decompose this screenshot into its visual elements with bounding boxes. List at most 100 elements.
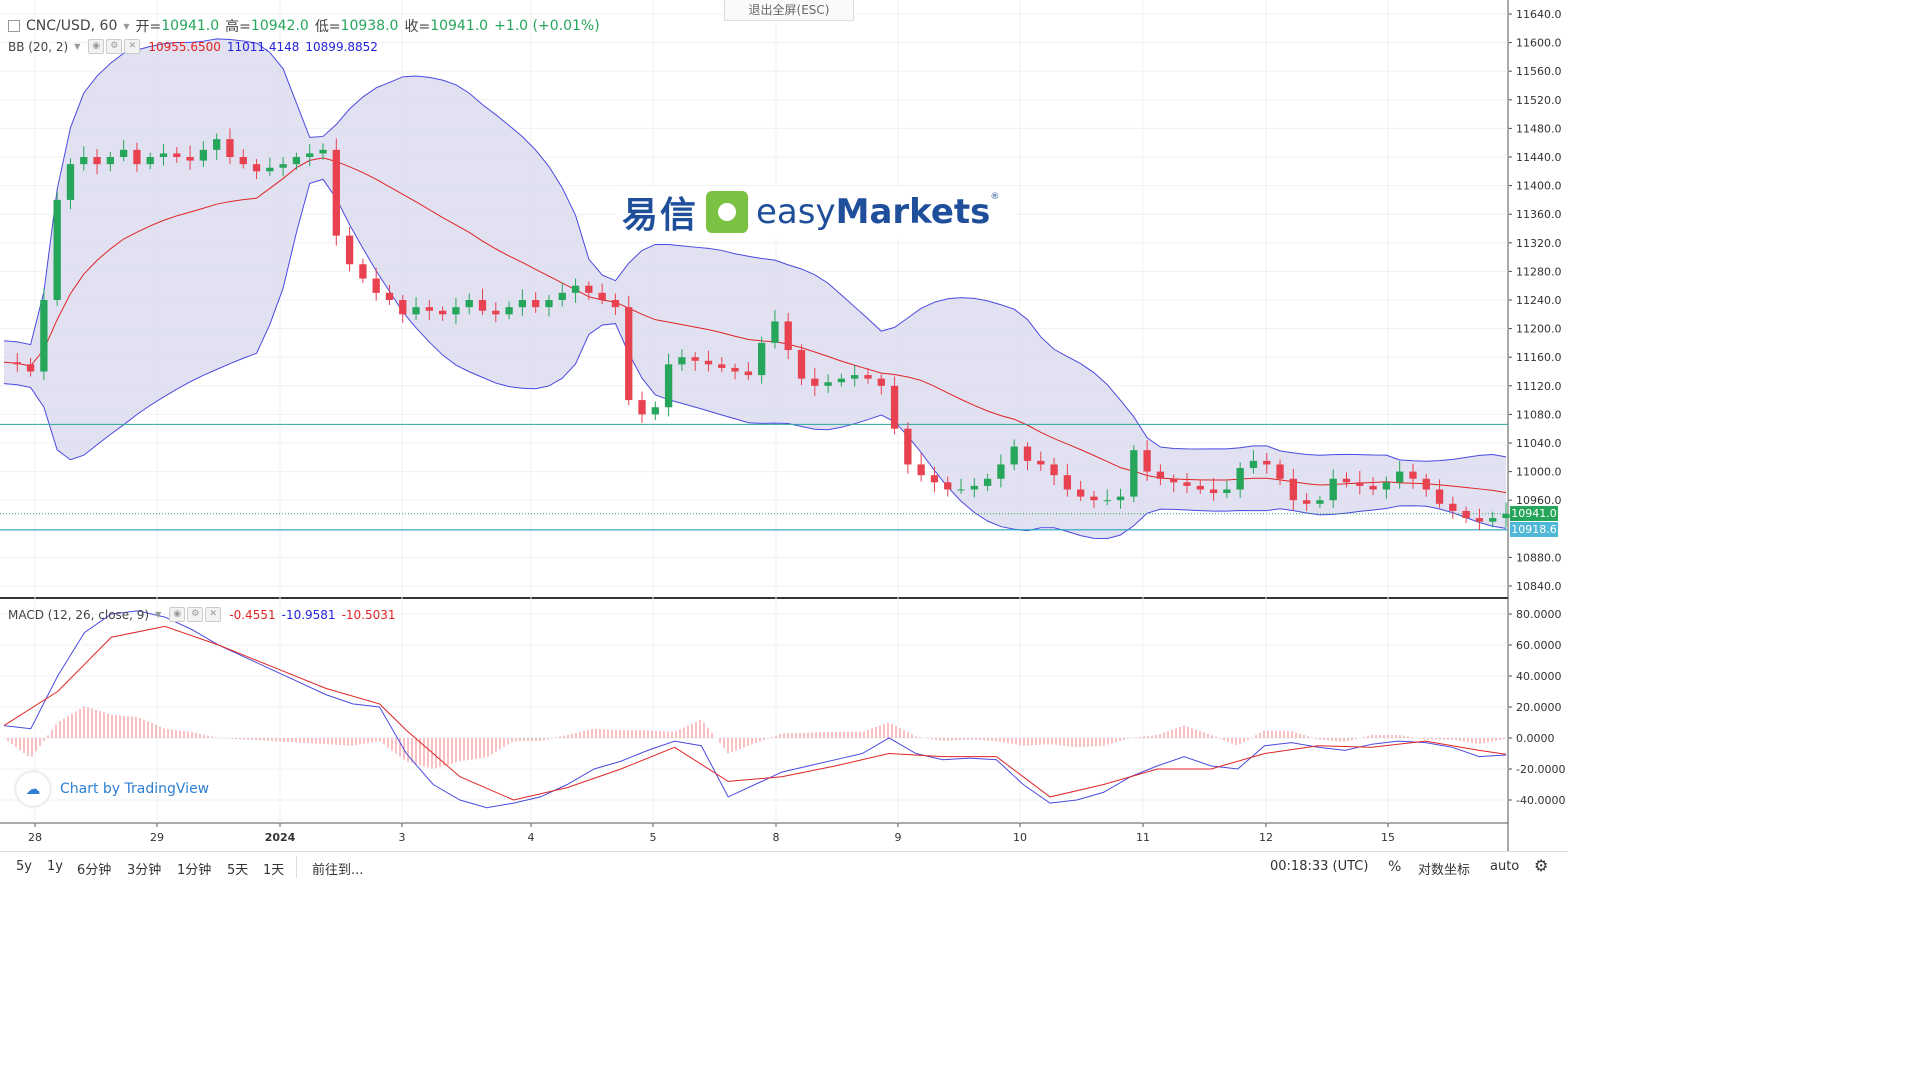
candle-body xyxy=(824,382,832,386)
chart-canvas[interactable]: 11640.011600.011560.011520.011480.011440… xyxy=(0,0,1568,882)
candle-body xyxy=(199,149,208,161)
range-5y-button[interactable]: 5y xyxy=(16,859,32,874)
candle-body xyxy=(1369,485,1377,490)
candle-body xyxy=(385,292,394,300)
attribution-text[interactable]: Chart by TradingView xyxy=(60,781,210,797)
time-axis-label: 3 xyxy=(399,831,406,844)
candle-body xyxy=(492,310,500,315)
eye-icon[interactable]: ◉ xyxy=(88,39,105,54)
eye-icon[interactable]: ◉ xyxy=(169,607,186,622)
candle-body xyxy=(1236,468,1244,490)
level-price-tag: 10918.6 xyxy=(1510,521,1558,537)
candle-body xyxy=(1130,450,1138,497)
candle-body xyxy=(1502,513,1510,519)
price-axis-label: 11280.0 xyxy=(1516,265,1562,278)
candle-body xyxy=(372,278,380,293)
candle-body xyxy=(26,364,35,372)
symbol-collapse-icon[interactable] xyxy=(8,20,20,32)
price-axis-label: 10840.0 xyxy=(1516,580,1562,593)
candle-body xyxy=(611,300,620,308)
settings-icon[interactable]: ⚙ xyxy=(187,607,204,622)
tradingview-attribution[interactable]: ☁ Chart by TradingView xyxy=(16,772,209,806)
range-1min-button[interactable]: 1分钟 xyxy=(177,863,212,878)
candle-body xyxy=(146,157,154,165)
candle-body xyxy=(1329,478,1337,501)
goto-date-button[interactable]: 前往到... xyxy=(312,863,364,878)
macd-axis-label: 0.0000 xyxy=(1516,732,1555,745)
bottom-toolbar: 5y 1y 6分钟 3分钟 1分钟 5天 1天 前往到... 00:18:33 … xyxy=(0,851,1568,883)
settings-icon[interactable]: ⚙ xyxy=(106,39,123,54)
candle-body xyxy=(1356,482,1364,486)
candle-body xyxy=(997,464,1005,479)
macd-axis-label: -40.0000 xyxy=(1516,794,1565,807)
tradingview-cloud-icon[interactable]: ☁ xyxy=(16,772,50,806)
range-1y-button[interactable]: 1y xyxy=(47,859,63,874)
candle-body xyxy=(1037,460,1045,465)
percent-toggle[interactable]: % xyxy=(1388,859,1402,875)
price-axis-label: 11040.0 xyxy=(1516,437,1562,450)
close-label: 收= xyxy=(404,19,431,35)
candle-body xyxy=(757,342,766,376)
range-1d-button[interactable]: 1天 xyxy=(263,863,285,878)
symbol-label[interactable]: CNC/USD, 60 xyxy=(26,18,118,34)
price-axis-label: 11360.0 xyxy=(1516,208,1562,221)
candle-body xyxy=(598,292,606,300)
change-value: +1.0 (+0.01%) xyxy=(494,18,600,34)
candle-body xyxy=(625,307,633,401)
high-value: 10942.0 xyxy=(250,18,309,34)
macd-name[interactable]: MACD (12, 26, close, 9) xyxy=(8,607,150,622)
close-value: 10941.0 xyxy=(430,18,489,34)
candle-body xyxy=(571,285,580,293)
candle-body xyxy=(306,153,314,157)
macd-axis-label: 80.0000 xyxy=(1516,608,1562,621)
price-axis-label: 11120.0 xyxy=(1516,380,1562,393)
bb-lower-value: 10899.8852 xyxy=(305,39,378,54)
range-5d-button[interactable]: 5天 xyxy=(227,863,249,878)
exit-fullscreen-button[interactable]: 退出全屏(ESC) xyxy=(724,0,854,21)
bb-name[interactable]: BB (20, 2) xyxy=(8,39,69,54)
candle-body xyxy=(1116,496,1125,501)
candle-body xyxy=(1156,471,1165,479)
candle-body xyxy=(1382,482,1391,490)
candle-body xyxy=(651,407,659,415)
candle-body xyxy=(1010,446,1018,465)
macd-caret-icon[interactable]: ▼ xyxy=(155,610,162,619)
candle-body xyxy=(691,357,699,361)
macd-axis-label: -20.0000 xyxy=(1516,763,1565,776)
price-axis-label: 11320.0 xyxy=(1516,237,1562,250)
log-scale-toggle[interactable]: 对数坐标 xyxy=(1418,863,1471,878)
candle-body xyxy=(345,235,354,265)
price-axis-label: 11640.0 xyxy=(1516,8,1562,21)
range-3min-button[interactable]: 3分钟 xyxy=(127,863,162,878)
close-icon[interactable]: ✕ xyxy=(205,607,222,622)
high-label: 高= xyxy=(225,19,251,35)
candle-body xyxy=(957,489,965,491)
candle-body xyxy=(1023,446,1032,461)
range-6min-button[interactable]: 6分钟 xyxy=(77,863,112,878)
close-icon[interactable]: ✕ xyxy=(124,39,141,54)
candle-body xyxy=(1475,518,1484,522)
gear-icon[interactable]: ⚙ xyxy=(1534,856,1549,875)
candle-body xyxy=(585,285,593,293)
bollinger-basis-line xyxy=(3,157,1507,494)
candle-body xyxy=(40,300,48,372)
candle-body xyxy=(425,307,434,311)
candles xyxy=(13,128,1510,531)
candle-body xyxy=(944,482,952,490)
bb-upper-value: 11011.4148 xyxy=(226,39,300,54)
candle-body xyxy=(266,167,274,172)
time-axis-label: 2024 xyxy=(265,831,296,844)
auto-scale-toggle[interactable]: auto xyxy=(1490,859,1520,874)
candle-body xyxy=(718,364,726,368)
candle-body xyxy=(1183,482,1191,486)
price-axis-label: 11080.0 xyxy=(1516,408,1562,421)
bb-caret-icon[interactable]: ▼ xyxy=(74,42,81,51)
candle-body xyxy=(279,164,287,168)
symbol-caret-icon[interactable]: ▼ xyxy=(123,21,130,31)
candle-body xyxy=(1223,489,1231,494)
candle-body xyxy=(213,139,221,150)
price-axis-label: 11400.0 xyxy=(1516,180,1562,193)
utc-clock[interactable]: 00:18:33 (UTC) xyxy=(1270,859,1369,874)
bollinger-upper-line xyxy=(3,38,1507,462)
candle-body xyxy=(1050,464,1058,476)
